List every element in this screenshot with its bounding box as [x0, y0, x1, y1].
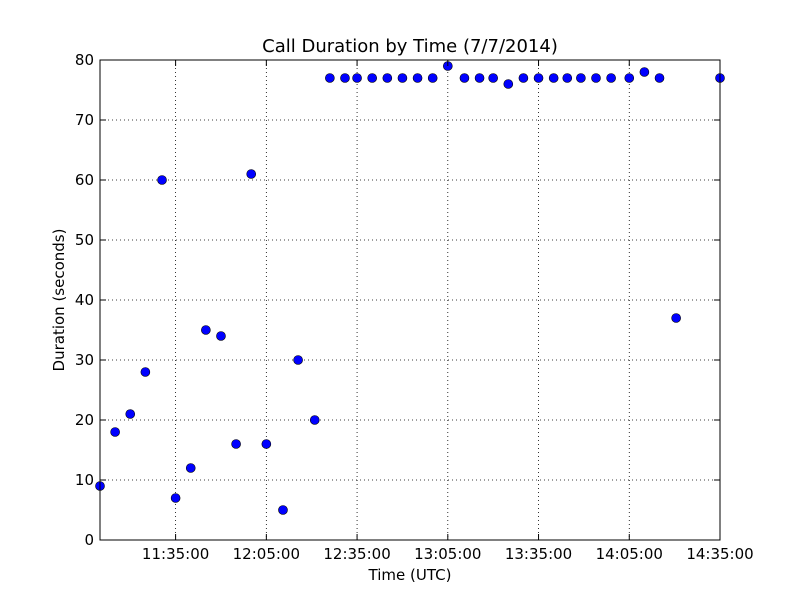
y-tick-label: 50	[75, 231, 94, 249]
y-tick-label: 0	[84, 531, 94, 549]
data-point	[367, 73, 377, 83]
data-point	[397, 73, 408, 83]
x-tick-label: 13:05:00	[414, 545, 481, 563]
data-point	[231, 439, 241, 449]
data-point	[412, 73, 423, 83]
y-tick-label: 60	[75, 171, 94, 189]
data-point	[340, 73, 350, 83]
data-point	[654, 73, 665, 83]
data-point	[246, 169, 257, 179]
x-tick-label: 13:35:00	[505, 545, 572, 563]
data-point	[518, 73, 529, 83]
x-tick-label: 14:05:00	[596, 545, 663, 563]
data-point	[110, 427, 120, 437]
data-point	[488, 73, 498, 83]
data-point	[216, 331, 226, 341]
data-point	[427, 73, 438, 83]
y-tick-label: 40	[75, 291, 94, 309]
y-tick-label: 20	[75, 411, 94, 429]
y-axis-title: Duration (seconds)	[50, 229, 68, 372]
y-tick-label: 70	[75, 111, 94, 129]
data-point	[591, 73, 601, 83]
data-point	[125, 409, 136, 419]
data-point	[170, 493, 181, 503]
data-point	[576, 73, 586, 83]
data-point	[140, 367, 151, 377]
data-point	[459, 73, 470, 83]
data-point	[474, 73, 485, 83]
x-tick-label: 12:05:00	[233, 545, 300, 563]
data-point	[157, 175, 167, 185]
x-tick-label: 12:35:00	[323, 545, 390, 563]
x-axis-title: Time (UTC)	[368, 566, 452, 584]
data-point	[562, 73, 573, 83]
data-point	[503, 79, 514, 89]
data-point	[309, 415, 320, 425]
data-points	[95, 61, 725, 515]
data-point	[293, 355, 303, 365]
y-tick-label: 30	[75, 351, 94, 369]
x-tick-label: 14:35:00	[686, 545, 753, 563]
data-point	[201, 325, 211, 335]
data-point	[548, 73, 559, 83]
data-point	[261, 439, 272, 449]
data-point	[185, 463, 196, 473]
data-point	[278, 505, 288, 515]
y-tick-label: 10	[75, 471, 94, 489]
data-point	[325, 73, 335, 83]
data-point	[606, 73, 616, 83]
data-point	[352, 73, 362, 83]
data-point	[671, 313, 681, 323]
y-tick-label: 80	[75, 51, 94, 69]
data-point	[382, 73, 393, 83]
data-point	[533, 73, 544, 83]
data-point	[624, 73, 635, 83]
chart-title: Call Duration by Time (7/7/2014)	[262, 36, 558, 57]
axis-ticks: 0 10 20 30 40 50 60 70 80 11:35:00 12:05:00 12:35:0…	[75, 51, 754, 563]
x-tick-label: 11:35:00	[142, 545, 209, 563]
data-point	[639, 67, 650, 77]
